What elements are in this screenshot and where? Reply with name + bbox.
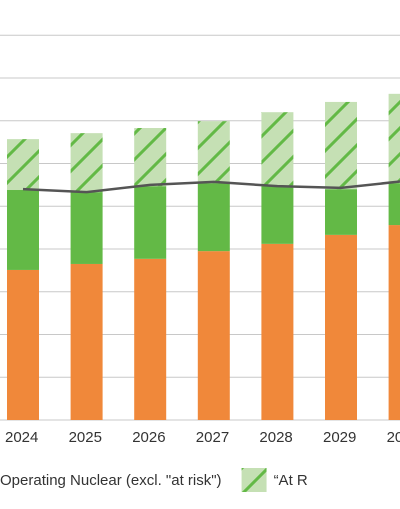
x-tick-label: 2027 — [196, 429, 229, 446]
bar-segment — [325, 234, 357, 420]
bar-segment — [197, 121, 230, 184]
x-tick-label: 2029 — [323, 429, 356, 446]
bar-segment — [325, 189, 357, 235]
bar-segment — [7, 269, 39, 420]
bar-segment — [134, 186, 167, 259]
x-tick-label: 2024 — [5, 429, 38, 446]
x-tick-label: 2025 — [69, 429, 102, 446]
bar-segment — [197, 183, 230, 252]
bar-segment — [261, 243, 294, 420]
x-tick-label: 20 — [387, 429, 400, 446]
bar-segment — [325, 101, 357, 190]
bar-segment — [70, 263, 103, 420]
x-tick-label: 2028 — [259, 429, 292, 446]
bar-segment — [388, 183, 400, 226]
bar-segment — [70, 133, 103, 193]
legend-label: “At R — [274, 472, 308, 489]
legend-label: Operating Nuclear (excl. "at risk") — [0, 472, 222, 489]
bar-segment — [7, 190, 39, 270]
line-series — [22, 180, 400, 194]
bar-segment — [261, 112, 294, 187]
x-tick-label: 2026 — [132, 429, 165, 446]
bar-segment — [134, 128, 167, 187]
bar-segment — [388, 93, 400, 184]
bar-segment — [197, 251, 230, 420]
bar-segment — [388, 225, 400, 420]
bar-segment — [70, 192, 103, 264]
legend-swatch — [241, 468, 267, 492]
bar-segment — [134, 258, 167, 420]
bar-segment — [261, 186, 294, 244]
bar-segment — [7, 139, 39, 191]
